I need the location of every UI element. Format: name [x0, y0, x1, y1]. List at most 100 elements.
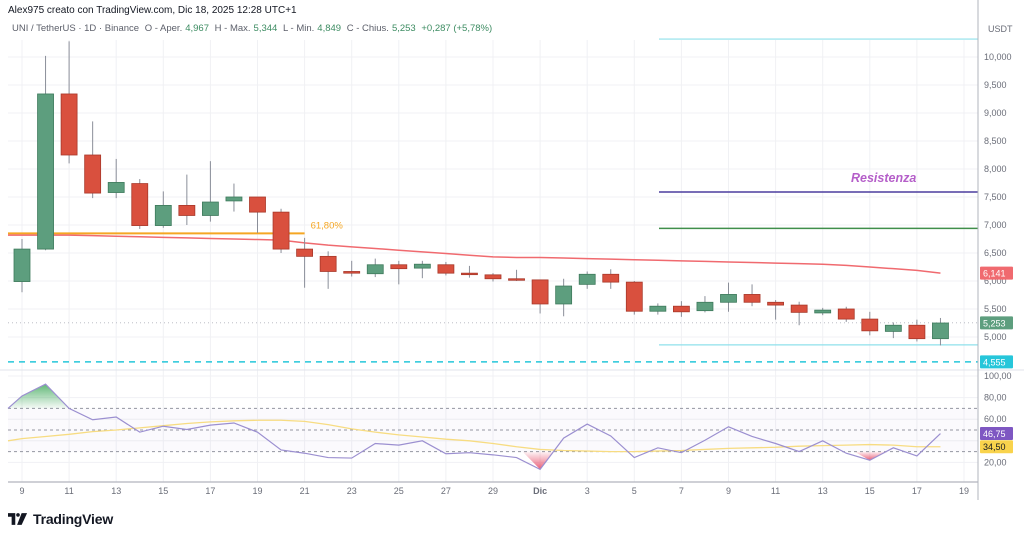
- time-tick: 17: [205, 486, 215, 496]
- time-tick: 11: [64, 486, 73, 496]
- rsi-tick: 20,00: [984, 457, 1007, 467]
- time-tick: 5: [632, 486, 637, 496]
- time-tick: 9: [19, 486, 24, 496]
- time-tick: 25: [394, 486, 404, 496]
- price-tick: 6,000: [984, 276, 1007, 286]
- candle: [201, 161, 219, 222]
- candle: [884, 322, 902, 339]
- price-tick: 7,000: [984, 220, 1007, 230]
- candle: [555, 278, 573, 317]
- rsi-line: [7, 383, 941, 471]
- price-label-badge: 4,555: [980, 355, 1013, 369]
- candle: [366, 258, 384, 278]
- candle: [437, 261, 455, 276]
- chart-drawings[interactable]: Resistenza 61,80%: [8, 38, 978, 363]
- price-label-badge: 6,141: [980, 266, 1013, 280]
- price-tick: 7,500: [984, 192, 1007, 202]
- candle: [272, 208, 290, 253]
- candle: [13, 239, 31, 293]
- time-tick: 13: [818, 486, 828, 496]
- candle: [602, 269, 620, 289]
- low-label: L - Min.: [282, 23, 315, 34]
- svg-text:46,75: 46,75: [983, 429, 1006, 439]
- rsi-tick: 80,00: [984, 393, 1007, 403]
- high-label: H - Max.: [214, 23, 251, 34]
- candle: [932, 317, 949, 346]
- close-value: 5,253: [391, 23, 416, 34]
- time-tick: 3: [585, 486, 590, 496]
- tradingview-logo-text: TradingView: [33, 511, 114, 527]
- candle: [743, 284, 761, 307]
- candle: [343, 260, 361, 277]
- candle: [107, 158, 125, 199]
- candle: [767, 300, 784, 320]
- candle: [696, 296, 714, 313]
- svg-text:6,141: 6,141: [983, 269, 1006, 279]
- candle: [390, 260, 408, 285]
- time-tick: 27: [441, 486, 451, 496]
- candle: [461, 265, 478, 278]
- price-tick: 5,500: [984, 304, 1007, 314]
- open-value: 4,967: [185, 23, 209, 34]
- time-tick: 21: [300, 486, 310, 496]
- tradingview-logo[interactable]: TradingView: [8, 511, 113, 527]
- svg-text:34,50: 34,50: [983, 442, 1006, 452]
- candle: [484, 273, 502, 282]
- price-tick: 6,500: [984, 248, 1007, 258]
- candle: [249, 196, 266, 233]
- rsi-label-badge: 46,75: [980, 427, 1013, 441]
- rsi-tick: 60,00: [984, 414, 1007, 424]
- time-tick: 11: [771, 486, 780, 496]
- candle: [131, 179, 149, 229]
- price-tick: 9,500: [984, 80, 1007, 90]
- fib-618-label: 61,80%: [311, 220, 344, 231]
- candle: [508, 269, 525, 281]
- tradingview-logo-icon: [8, 513, 28, 525]
- close-label: C - Chius.: [346, 23, 389, 34]
- resistance-annotation: Resistenza: [851, 171, 916, 185]
- price-tick: 10,000: [984, 52, 1012, 62]
- candle: [837, 306, 855, 322]
- candle: [625, 281, 643, 315]
- rsi-label-badge: 34,50: [980, 440, 1013, 454]
- candle: [296, 237, 314, 288]
- candle: [814, 307, 832, 316]
- symbol-legend: UNI / TetherUS · 1D · Binance O - Aper. 4…: [12, 23, 495, 34]
- moving-average-line: [8, 234, 941, 274]
- price-tick: 9,000: [984, 108, 1007, 118]
- time-tick: 29: [488, 486, 498, 496]
- currency-label: USDT: [988, 24, 1013, 34]
- candle: [319, 251, 337, 289]
- candle: [908, 319, 926, 342]
- time-tick: Dic: [533, 486, 547, 496]
- candle: [861, 311, 879, 336]
- price-tick: 5,000: [984, 332, 1007, 342]
- time-tick: 15: [158, 486, 168, 496]
- candle: [531, 279, 549, 314]
- chart-credit: Alex975 creato con TradingView.com, Dic …: [8, 5, 297, 16]
- candle: [578, 271, 596, 289]
- time-tick: 7: [679, 486, 684, 496]
- price-tick: 8,000: [984, 164, 1007, 174]
- rsi-tick: 100,00: [984, 371, 1012, 381]
- candle: [673, 301, 690, 317]
- time-tick: 13: [111, 486, 121, 496]
- high-value: 5,344: [253, 23, 278, 34]
- rsi-ma-line: [7, 419, 941, 453]
- time-tick: 23: [347, 486, 357, 496]
- price-label-badge: 5,253: [980, 316, 1013, 330]
- svg-text:5,253: 5,253: [983, 318, 1006, 328]
- candle: [84, 121, 102, 199]
- candle: [225, 183, 243, 212]
- candle: [720, 282, 737, 312]
- low-value: 4,849: [317, 23, 342, 34]
- chart-axes[interactable]: USDT 10,000 9,500 9,000 8,500 8,000 7,500 7,000…: [8, 0, 1013, 500]
- open-label: O - Aper.: [144, 23, 183, 34]
- change-value: +0,287 (+5,78%): [421, 23, 493, 34]
- candle: [413, 260, 431, 279]
- svg-text:4,555: 4,555: [983, 357, 1006, 367]
- candlestick-series: [13, 41, 949, 346]
- symbol-info[interactable]: UNI / TetherUS · 1D · Binance: [12, 23, 140, 34]
- candle: [649, 303, 667, 315]
